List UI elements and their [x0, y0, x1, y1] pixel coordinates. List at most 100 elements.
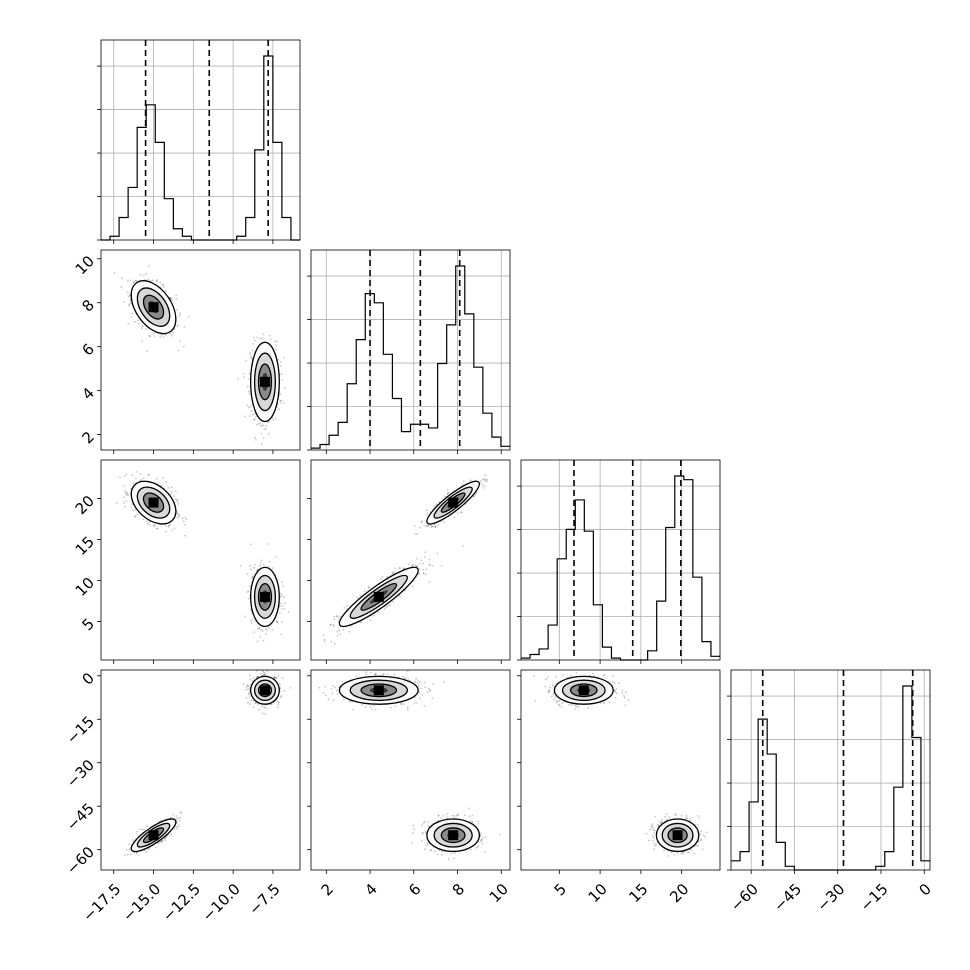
sample-point [157, 842, 159, 845]
sample-point [135, 852, 138, 854]
sample-point [481, 484, 484, 486]
sample-point [120, 277, 123, 280]
sample-point [146, 350, 149, 352]
sample-point [427, 524, 430, 527]
sample-point [163, 286, 166, 288]
sample-point [160, 840, 163, 843]
sample-point [281, 677, 284, 680]
sample-point [348, 630, 351, 633]
sample-point [248, 690, 251, 692]
sample-point [402, 567, 405, 570]
sample-point [259, 424, 262, 427]
sample-point [147, 848, 150, 851]
sample-point [429, 564, 431, 566]
sample-point [147, 278, 150, 281]
sample-point [418, 568, 421, 571]
sample-point [268, 626, 270, 629]
sample-point [266, 670, 269, 673]
sample-point [168, 524, 170, 527]
sample-point [128, 848, 131, 850]
sample-point [246, 684, 248, 687]
sample-point [142, 518, 145, 520]
sample-point [420, 521, 423, 524]
sample-point [268, 334, 271, 337]
sample-point [251, 349, 254, 352]
sample-point [132, 281, 135, 284]
sample-point [175, 309, 178, 311]
sample-point [422, 572, 425, 574]
sample-point [428, 581, 431, 584]
hist-frame-2 [520, 459, 721, 661]
sample-point [253, 418, 256, 421]
sample-point [251, 575, 254, 578]
sample-point [262, 673, 265, 676]
sample-point [178, 515, 181, 517]
sample-point [142, 477, 145, 479]
sample-point [336, 615, 339, 618]
sample-point [322, 634, 325, 636]
sample-point [280, 633, 283, 636]
sample-point [137, 319, 140, 322]
sample-point [484, 478, 487, 481]
sample-point [124, 505, 126, 508]
sample-point [271, 567, 274, 569]
sample-point [279, 611, 281, 614]
sample-point [175, 490, 177, 493]
sample-point [246, 404, 249, 407]
sample-point [183, 345, 185, 348]
sample-point [282, 402, 285, 404]
sample-point [184, 534, 187, 537]
sample-point [244, 689, 247, 691]
sample-point [333, 615, 336, 618]
sample-point [147, 474, 150, 476]
sample-point [123, 485, 126, 488]
sample-point [133, 280, 136, 283]
sample-point [135, 279, 137, 282]
sample-point [281, 621, 283, 623]
sample-point [359, 595, 362, 597]
density-core [259, 685, 270, 696]
sample-point [267, 565, 270, 568]
sample-point [156, 477, 158, 480]
sample-point [148, 523, 151, 526]
sample-point [125, 491, 127, 494]
sample-point [140, 478, 143, 481]
sample-point [360, 621, 363, 624]
sample-point [278, 605, 281, 608]
sample-point [159, 336, 162, 338]
sample-point [248, 406, 250, 409]
sample-point [416, 533, 419, 535]
sample-point [364, 590, 366, 593]
sample-point [177, 823, 180, 826]
sample-point [279, 401, 282, 404]
sample-point [256, 423, 258, 426]
sample-point [480, 479, 482, 482]
sample-point [133, 515, 136, 518]
sample-point [279, 683, 281, 685]
sample-point [123, 496, 125, 499]
sample-point [247, 590, 250, 593]
sample-point [482, 487, 485, 489]
scatter-panel-2-0 [97, 459, 301, 664]
sample-point [421, 520, 423, 523]
density-core [259, 376, 270, 387]
sample-point [262, 333, 265, 336]
density-core [148, 302, 159, 313]
density-core [259, 591, 270, 602]
panel-content [124, 670, 292, 857]
sample-point [249, 405, 252, 407]
sample-point [248, 378, 250, 381]
sample-point [123, 501, 125, 504]
sample-point [251, 576, 254, 579]
sample-point [274, 417, 277, 420]
sample-point [127, 494, 130, 496]
sample-point [249, 585, 251, 588]
sample-point [483, 478, 485, 481]
sample-point [333, 642, 336, 645]
sample-point [263, 673, 266, 676]
sample-point [333, 618, 336, 621]
sample-point [263, 428, 266, 430]
panel-content [113, 265, 286, 445]
sample-point [256, 336, 259, 339]
